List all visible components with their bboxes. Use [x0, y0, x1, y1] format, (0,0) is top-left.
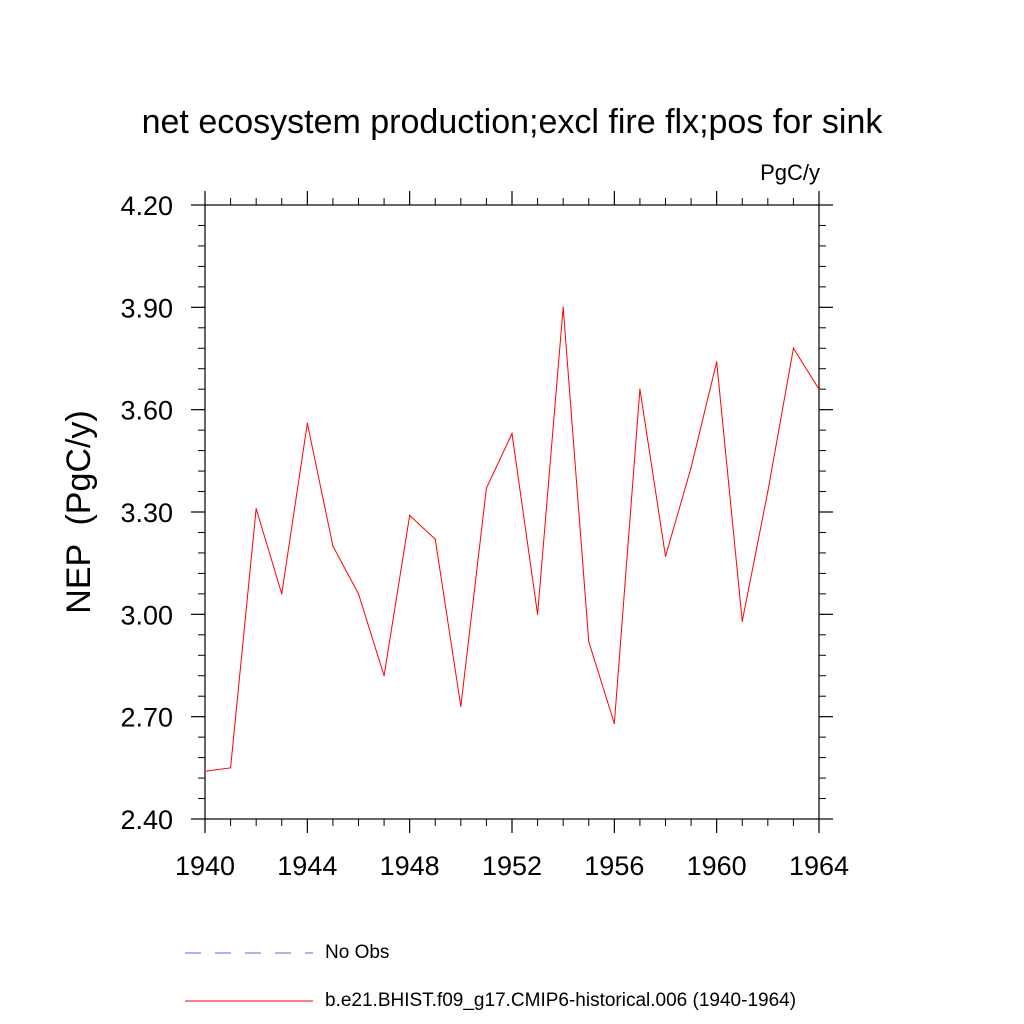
y-tick-label: 3.90	[120, 293, 173, 323]
data-point	[664, 555, 667, 557]
x-tick-label: 1964	[789, 851, 849, 881]
axis-ticks	[191, 191, 833, 833]
data-point	[409, 514, 411, 517]
y-tick-label: 2.70	[120, 703, 173, 733]
series-layer	[204, 306, 820, 772]
legend-label-model: b.e21.BHIST.f09_g17.CMIP6-historical.006…	[325, 990, 797, 1011]
series-line	[204, 307, 820, 772]
x-tick-label: 1944	[277, 851, 337, 881]
legend-label-no-obs: No Obs	[325, 942, 390, 963]
data-point	[306, 422, 308, 424]
x-tick-label: 1948	[380, 851, 440, 881]
data-point	[332, 545, 334, 547]
data-point	[229, 767, 232, 769]
x-tick-label: 1940	[175, 851, 235, 881]
data-point	[588, 641, 590, 643]
data-point	[536, 613, 539, 615]
legend-swatch-solid	[185, 995, 313, 1007]
chart-title: net ecosystem production;excl fire flx;p…	[142, 103, 884, 141]
data-point	[511, 432, 513, 435]
data-point	[357, 593, 360, 595]
y-axis-label: NEP (PgC/y)	[60, 410, 98, 613]
data-point	[741, 620, 743, 622]
data-point	[434, 538, 436, 540]
data-point	[792, 347, 795, 349]
data-point	[383, 675, 385, 677]
data-point	[767, 490, 769, 493]
y-tick-label: 4.20	[120, 191, 173, 221]
x-tick-label: 1956	[584, 851, 644, 881]
legend-entry-no-obs: No Obs	[185, 942, 389, 964]
axis-tick-labels: 1940 1944 1948 1952 1956 1960 1964 2.40 2.70 3.00…	[120, 191, 849, 881]
y-tick-label: 3.60	[120, 396, 173, 426]
plot-frame	[204, 204, 820, 820]
x-tick-label: 1960	[687, 851, 747, 881]
data-point	[562, 306, 564, 308]
legend-entry-model: b.e21.BHIST.f09_g17.CMIP6-historical.006…	[185, 990, 796, 1012]
x-tick-label: 1952	[482, 851, 542, 881]
data-point	[613, 722, 615, 725]
legend-swatch-dashed	[185, 947, 313, 959]
y-tick-label: 2.40	[120, 805, 173, 835]
units-label: PgC/y	[760, 160, 820, 185]
y-tick-label: 3.00	[120, 600, 173, 630]
data-point	[281, 593, 283, 595]
data-point	[690, 467, 692, 469]
y-tick-label: 3.30	[120, 498, 173, 528]
data-point	[639, 388, 641, 390]
data-point	[460, 705, 462, 708]
data-point	[818, 388, 820, 390]
data-point	[204, 770, 206, 772]
data-point	[255, 507, 257, 510]
data-point	[485, 487, 488, 489]
data-point	[716, 361, 718, 363]
